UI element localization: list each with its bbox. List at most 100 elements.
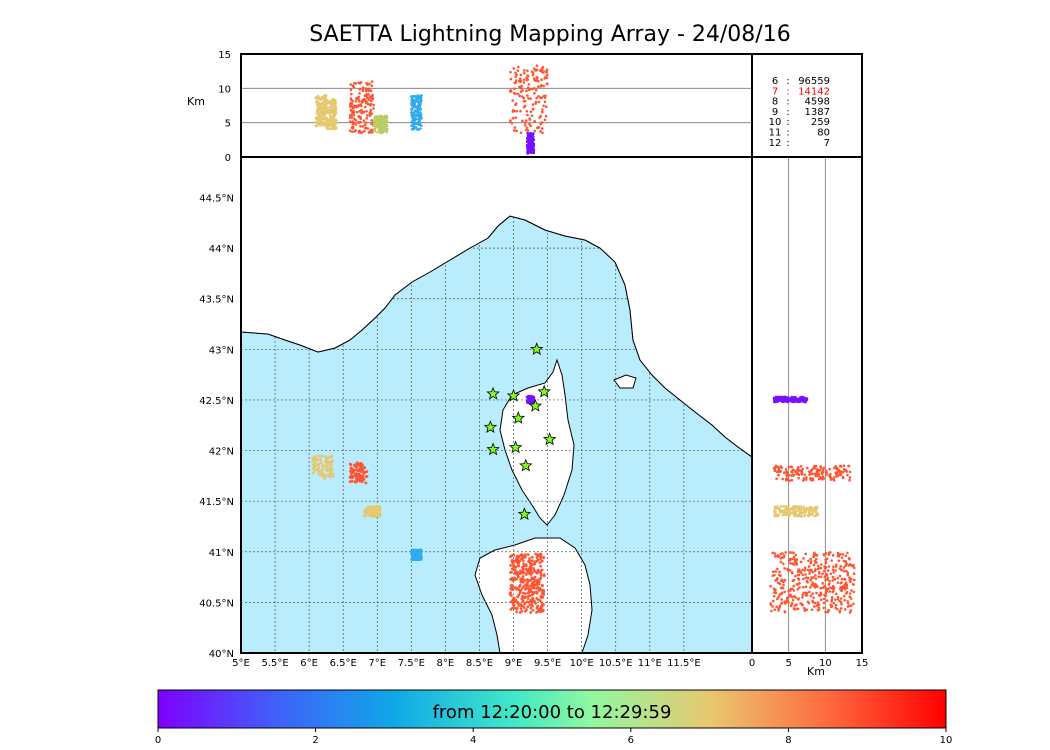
map-lon-tick-label: 10°E (570, 658, 594, 669)
lat-altitude-tick-label: 15 (856, 658, 869, 669)
count-label: 12 (769, 138, 782, 149)
map-lat-tick-label: 40.5°N (199, 598, 234, 609)
map-lat-tick-label: 42.5°N (199, 396, 234, 407)
altitude-cluster (348, 80, 376, 135)
station-star-icon (483, 420, 498, 433)
land-corsica (499, 358, 575, 526)
altitude-cluster (324, 97, 338, 131)
station-star-icon (529, 342, 544, 356)
station-star-icon (511, 411, 526, 424)
map-lightning-cluster (348, 461, 369, 485)
altitude-tick-label: 15 (218, 50, 231, 61)
altitude-cluster (525, 131, 536, 155)
lat-altitude-panel: 0 5 10 15 Km (749, 156, 869, 678)
map-lon-tick-label: 5.5°E (261, 658, 288, 669)
station-star-icon (542, 432, 557, 446)
altitude-axis-label: Km (187, 95, 205, 108)
map-lon-tick-label: 11°E (638, 658, 662, 669)
station-star-icon (506, 388, 521, 402)
count-separator: : (786, 117, 789, 128)
map-lat-tick-label: 44°N (209, 244, 234, 255)
map-lon-tick-label: 9°E (505, 658, 523, 669)
lat-altitude-tick-label: 0 (749, 658, 755, 669)
colorbar (157, 689, 947, 729)
map-lon-tick-label: 10.5°E (599, 658, 633, 669)
count-value: 4598 (805, 97, 830, 108)
count-separator: : (786, 107, 789, 118)
colorbar-label: from 12:20:00 to 12:29:59 (432, 702, 672, 723)
altitude-cluster (508, 64, 549, 135)
altitude-tick-label: 5 (225, 119, 231, 130)
map-lon-tick-label: 6.5°E (330, 658, 357, 669)
station-star-icon (486, 442, 500, 456)
colorbar-tick-label: 2 (312, 735, 318, 746)
map-lon-tick-label: 8°E (437, 658, 455, 669)
count-value: 7 (824, 138, 830, 149)
lat-altitude-cluster (772, 395, 809, 404)
map-lat-tick-label: 43°N (209, 345, 234, 356)
count-separator: : (786, 86, 789, 97)
lat-altitude-tick-label: 10 (819, 658, 832, 669)
count-separator: : (786, 97, 789, 108)
map-lightning-cluster (410, 548, 423, 562)
map-lat-tick-label: 44.5°N (199, 193, 234, 204)
count-value: 80 (817, 128, 830, 139)
colorbar-tick-label: 0 (155, 735, 161, 746)
count-label: 10 (769, 117, 782, 128)
count-value: 14142 (798, 86, 830, 97)
chart-title: SAETTA Lightning Mapping Array - 24/08/1… (309, 22, 791, 47)
colorbar-tick-label: 8 (785, 735, 791, 746)
lat-altitude-axis-label: Km (807, 665, 825, 678)
count-label: 9 (772, 107, 778, 118)
map-lon-tick-label: 7°E (368, 658, 386, 669)
count-separator: : (786, 128, 789, 139)
count-label: 6 (772, 76, 778, 87)
altitude-tick-label: 10 (218, 84, 231, 95)
map-lightning-cluster (362, 505, 382, 518)
colorbar-tick-label: 6 (628, 735, 634, 746)
count-value: 96559 (798, 76, 830, 87)
altitude-cluster (372, 114, 389, 135)
altitude-cluster (314, 94, 328, 128)
map-lon-tick-label: 9.5°E (534, 658, 561, 669)
land-elba (613, 374, 637, 389)
map-lat-tick-label: 41.5°N (199, 497, 234, 508)
altitude-tick-label: 0 (225, 153, 231, 164)
map-panel: 5°E 5.5°E 6°E 6.5°E 7°E 7.5°E 8°E 8.5°E 9°E 9.5°E… (199, 156, 753, 669)
station-star-icon (517, 507, 532, 521)
lat-altitude-tick-label: 5 (785, 658, 791, 669)
station-star-icon (519, 458, 533, 472)
map-lat-tick-label: 43.5°N (199, 295, 234, 306)
lat-altitude-cluster (769, 551, 856, 614)
map-lat-tick-label: 40°N (209, 649, 234, 660)
map-lightning-cluster (508, 552, 546, 614)
map-lat-tick-label: 41°N (209, 548, 234, 559)
colorbar-tick-label: 4 (470, 735, 476, 746)
map-lat-tick-label: 42°N (209, 447, 234, 458)
map-lightning-cluster (311, 454, 335, 480)
count-value: 259 (811, 117, 830, 128)
count-separator: : (786, 76, 789, 87)
count-label: 8 (772, 97, 778, 108)
station-star-icon (508, 440, 523, 454)
station-star-icon (486, 386, 500, 400)
count-box: 6:965597:141428:45989:138710:25911:8012:… (751, 53, 863, 158)
lat-altitude-cluster (773, 504, 820, 518)
colorbar-tick-label: 10 (940, 735, 953, 746)
count-separator: : (786, 138, 789, 149)
lat-altitude-cluster (772, 464, 852, 483)
map-lon-tick-label: 6°E (300, 658, 318, 669)
map-lon-tick-label: 7.5°E (398, 658, 425, 669)
map-lon-tick-label: 11.5°E (667, 658, 701, 669)
altitude-cluster (410, 94, 423, 131)
lat-altitude-panel-frame (751, 156, 863, 654)
count-value: 1387 (805, 107, 830, 118)
map-lon-tick-label: 8.5°E (466, 658, 493, 669)
map-lon-tick-label: 5°E (232, 658, 250, 669)
station-star-icon (528, 398, 543, 412)
map-lightning-cluster (525, 394, 536, 405)
count-label: 11 (769, 128, 782, 139)
station-star-icon (537, 384, 551, 398)
altitude-panel: 0 5 10 15 Km (187, 50, 753, 164)
